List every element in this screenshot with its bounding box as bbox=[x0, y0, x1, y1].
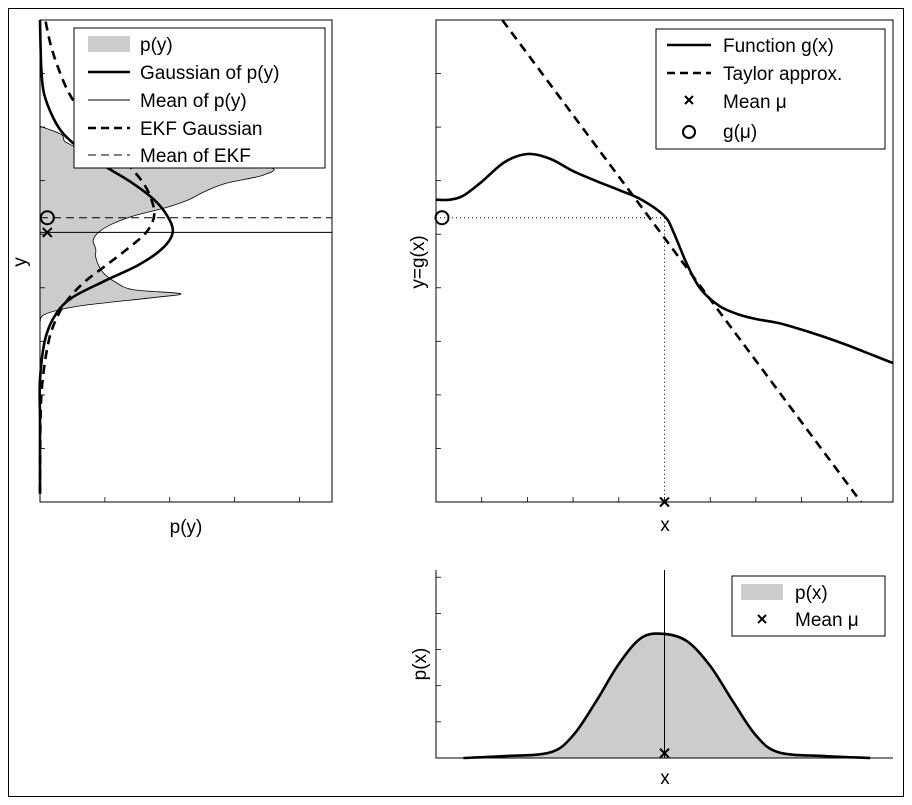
legend-label-px-mean: Mean μ bbox=[795, 610, 859, 631]
bottom-legend: p(x) Mean μ bbox=[731, 575, 886, 637]
main-legend: Function g(x) Taylor approx. Mean μ g(μ) bbox=[655, 28, 886, 150]
legend-swatch-px-mean bbox=[757, 614, 767, 624]
left-panel: p(y) y p(y) Gaussian of p(y) Mean of p(y… bbox=[10, 19, 333, 538]
legend-label-function: Function g(x) bbox=[723, 36, 834, 57]
left-series-2 bbox=[38, 19, 156, 494]
left-marker-x bbox=[42, 227, 53, 238]
px-mean-marker bbox=[659, 748, 670, 759]
bottom-ticks bbox=[436, 576, 441, 759]
left-plot-frame bbox=[39, 19, 333, 503]
bottom-panel: x p(x) p(x) Mean μ bbox=[410, 570, 893, 789]
legend-swatch-g-mu bbox=[682, 125, 696, 139]
left-xlabel: p(y) bbox=[170, 517, 203, 538]
left-series-1 bbox=[38, 19, 175, 494]
left-marker-o bbox=[39, 210, 55, 226]
legend-swatch-px bbox=[741, 584, 783, 600]
legend-swatch-mean-mu bbox=[684, 95, 694, 105]
main-ylabel: y=g(x) bbox=[408, 235, 429, 288]
bottom-ylabel: p(x) bbox=[410, 648, 431, 681]
legend-label-gaussian: Gaussian of p(y) bbox=[140, 63, 279, 84]
left-ylabel: y bbox=[10, 257, 31, 267]
bottom-xlabel: x bbox=[660, 768, 670, 789]
legend-label-mean: Mean of p(y) bbox=[140, 91, 247, 112]
legend-swatch-py bbox=[88, 36, 130, 52]
legend-label-taylor: Taylor approx. bbox=[723, 64, 842, 85]
legend-label-ekf: EKF Gaussian bbox=[140, 119, 263, 140]
main-ticks bbox=[436, 19, 848, 503]
taylor-line bbox=[501, 19, 863, 503]
main-marker-g-mu bbox=[434, 210, 450, 226]
legend-label-px: p(x) bbox=[795, 583, 828, 604]
figure-border bbox=[8, 8, 904, 797]
legend-label-mean-mu: Mean μ bbox=[723, 92, 787, 113]
legend-label-ekf-mean: Mean of EKF bbox=[140, 146, 251, 167]
left-legend: p(y) Gaussian of p(y) Mean of p(y) EKF G… bbox=[73, 27, 326, 169]
px-density-area bbox=[463, 633, 871, 758]
main-panel: x y=g(x) Function g(x) Taylor approx. Me… bbox=[408, 19, 894, 536]
main-xlabel: x bbox=[660, 515, 670, 536]
legend-label-g-mu: g(μ) bbox=[723, 122, 757, 143]
function-g-line bbox=[435, 152, 894, 365]
legend-label-py: p(y) bbox=[140, 35, 173, 56]
left-ticks bbox=[40, 19, 300, 503]
